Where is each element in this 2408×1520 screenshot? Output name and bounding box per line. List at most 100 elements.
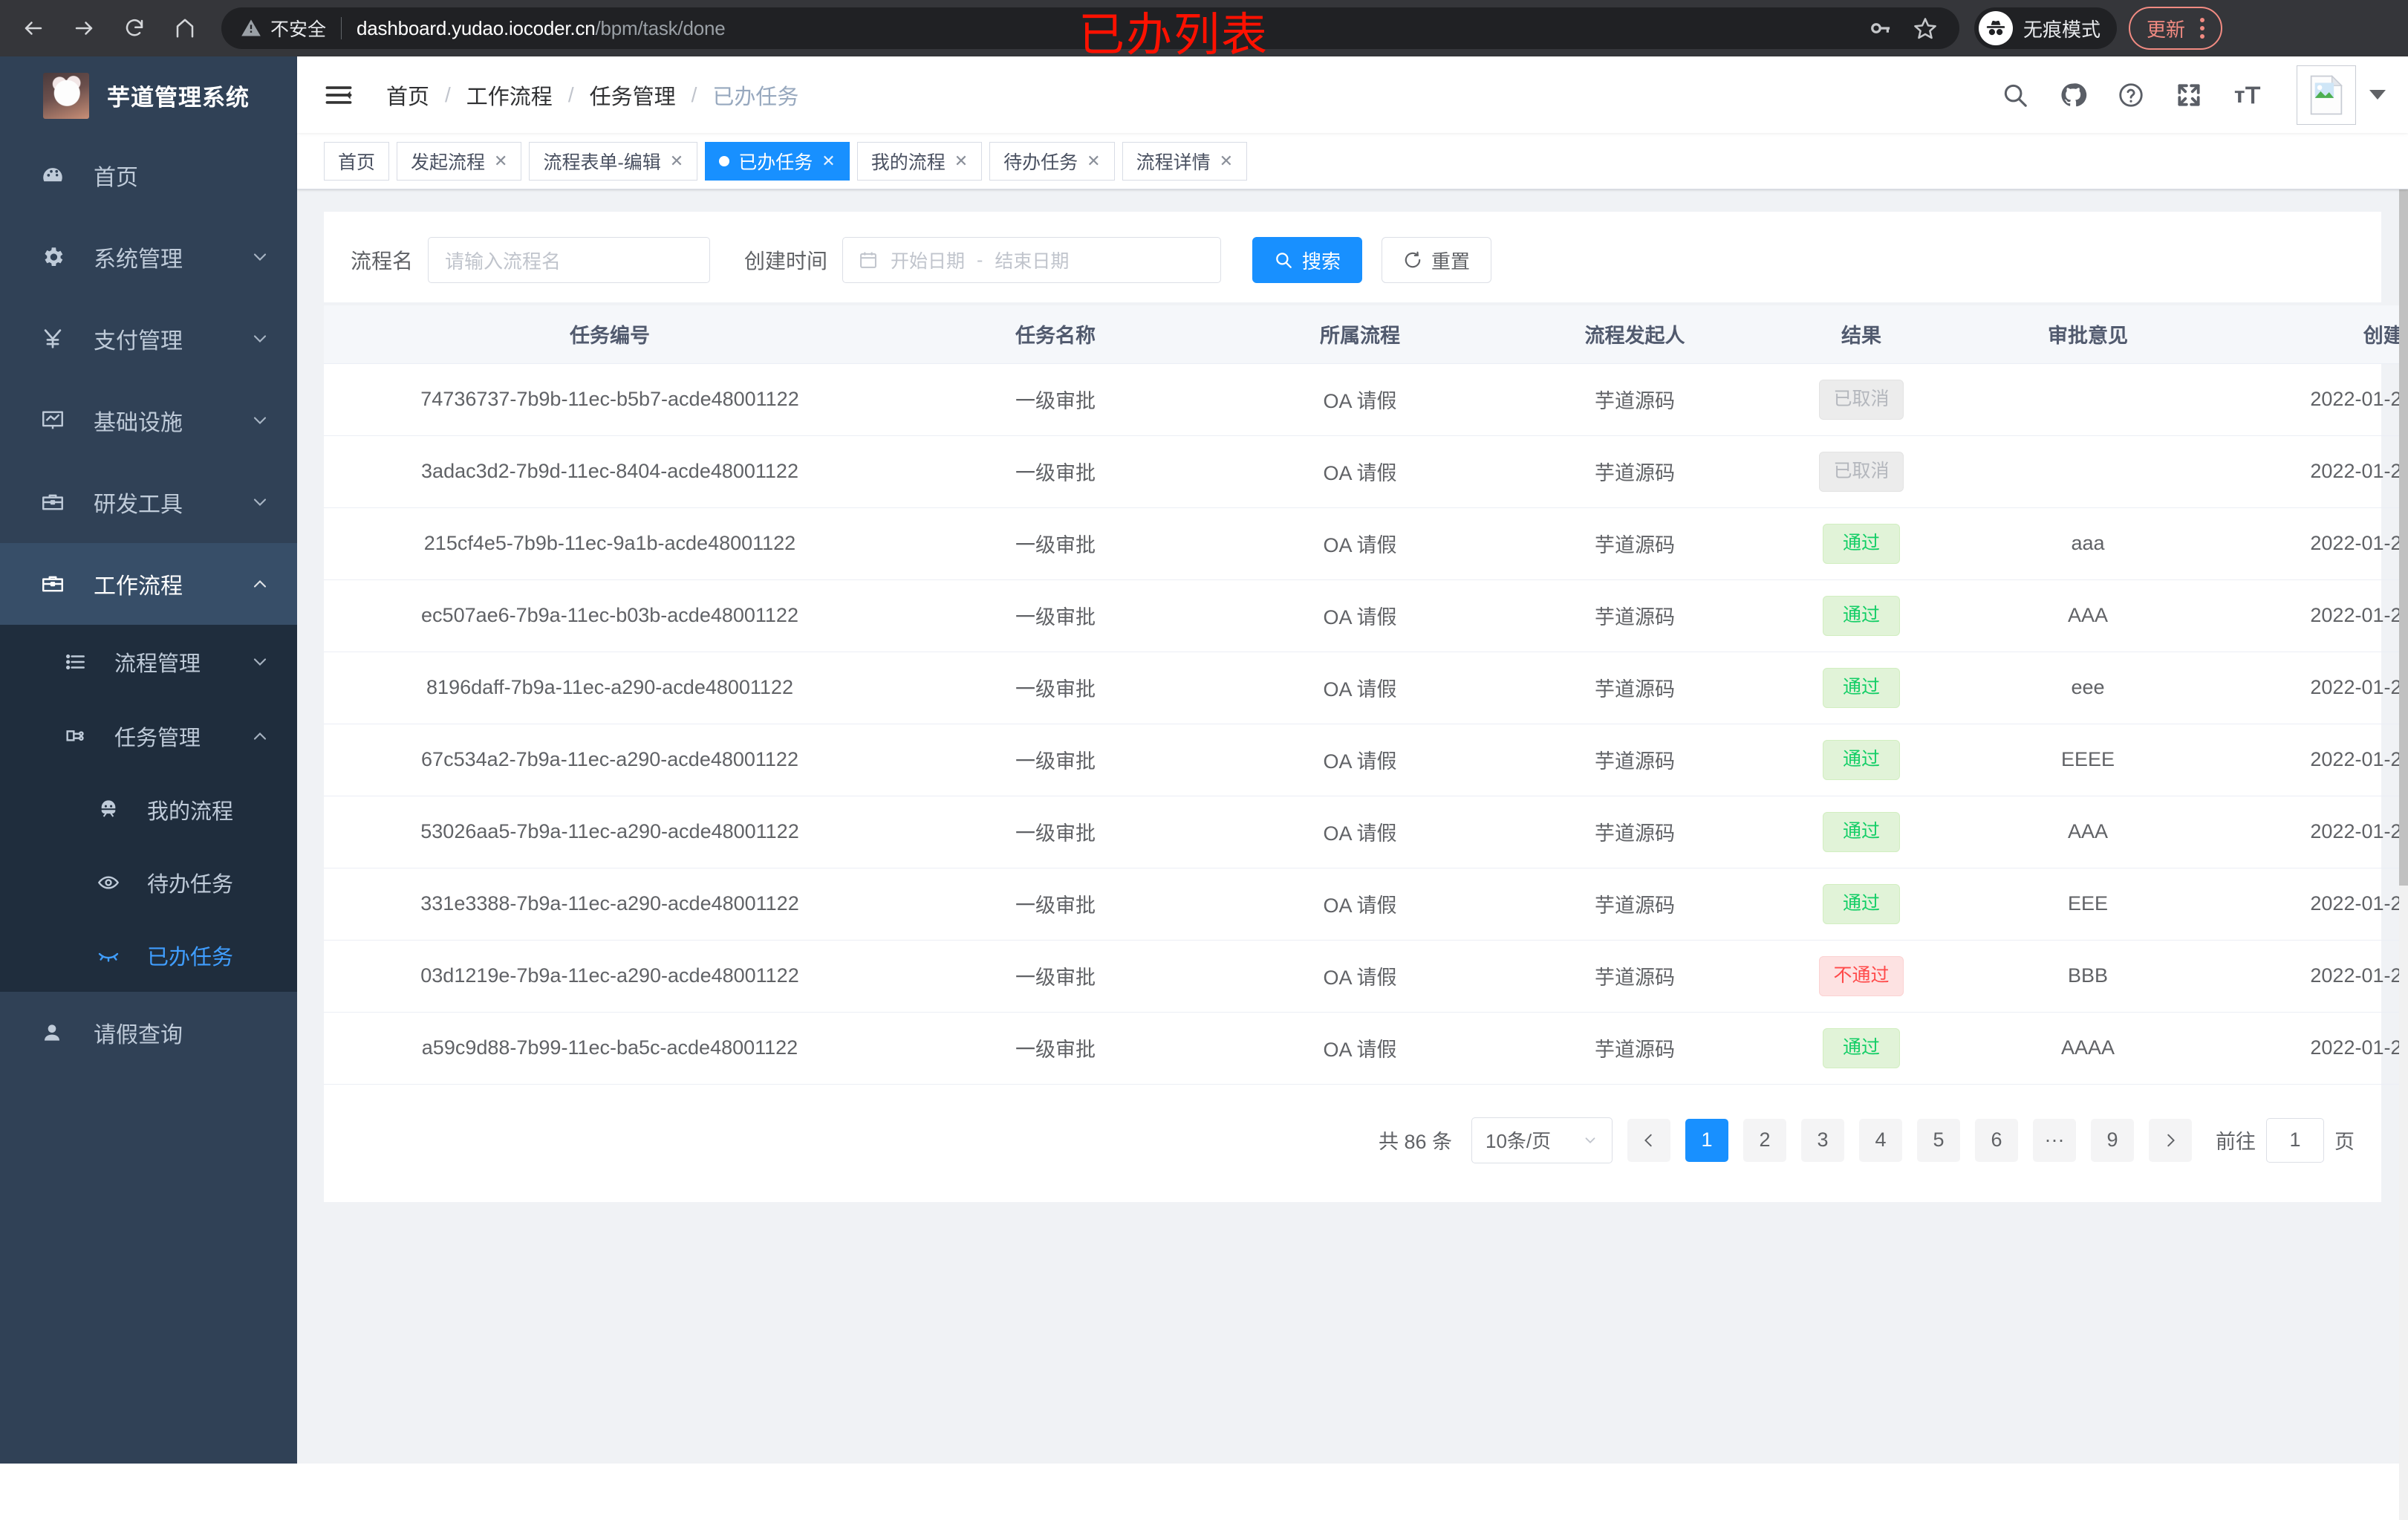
page-number-button[interactable]: 9 — [2091, 1118, 2134, 1162]
cell-opinion: eee — [1958, 652, 2218, 724]
page-number-button[interactable]: 2 — [1743, 1118, 1786, 1162]
sidebar-item-home[interactable]: 首页 — [0, 134, 297, 216]
breadcrumb-item-home[interactable]: 首页 — [386, 85, 430, 109]
scrollbar-thumb[interactable] — [2399, 113, 2408, 886]
reload-icon[interactable] — [111, 5, 157, 51]
page-jumper: 前往 1 页 — [2216, 1117, 2355, 1163]
close-icon[interactable]: ✕ — [821, 151, 836, 170]
incognito-indicator[interactable]: 无痕模式 — [1974, 7, 2118, 49]
date-separator: - — [977, 249, 983, 270]
page-scrollbar[interactable] — [2399, 113, 2408, 1520]
next-page-button[interactable] — [2149, 1118, 2192, 1162]
sidebar-item-todo-task[interactable]: 待办任务 — [0, 846, 297, 919]
create-time-range-picker[interactable]: 开始日期 - 结束日期 — [842, 237, 1222, 283]
col-header-task-id[interactable]: 任务编号 — [324, 305, 896, 364]
sidebar-item-process-manage[interactable]: 流程管理 — [0, 625, 297, 699]
page-size-select[interactable]: 10条/页 — [1471, 1117, 1613, 1163]
search-icon[interactable] — [2001, 81, 2029, 109]
sidebar-item-leave-query[interactable]: 请假查询 — [0, 992, 297, 1074]
font-size-icon[interactable] — [2233, 81, 2262, 109]
close-icon[interactable]: ✕ — [954, 151, 969, 170]
tab-process-form-edit[interactable]: 流程表单-编辑 ✕ — [529, 141, 698, 181]
close-icon[interactable]: ✕ — [669, 151, 684, 170]
filter-row: 流程名 请输入流程名 创建时间 开始日期 - 结束日期 — [351, 237, 2355, 283]
col-header-opinion[interactable]: 审批意见 — [1958, 305, 2218, 364]
cell-task-name: 一级审批 — [896, 507, 1215, 580]
page-number-button[interactable]: 4 — [1859, 1118, 1902, 1162]
tab-home[interactable]: 首页 — [324, 141, 390, 181]
key-icon[interactable] — [1869, 17, 1891, 39]
update-label: 更新 — [2147, 18, 2186, 41]
cell-result: 通过 — [1765, 724, 1958, 796]
star-icon[interactable] — [1913, 16, 1937, 40]
page-number-button[interactable]: 6 — [1975, 1118, 2018, 1162]
tab-start-process[interactable]: 发起流程 ✕ — [397, 141, 522, 181]
browser-chrome: 不安全 dashboard.yudao.iocoder.cn/bpm/task/… — [0, 0, 2408, 56]
sidebar-item-my-process[interactable]: 我的流程 — [0, 773, 297, 846]
chevron-down-icon — [2369, 90, 2386, 100]
home-icon[interactable] — [162, 5, 208, 51]
page-ellipsis[interactable]: ··· — [2033, 1118, 2076, 1162]
breadcrumb-item-task-manage[interactable]: 任务管理 — [589, 85, 676, 109]
briefcase-icon — [40, 571, 74, 597]
fullscreen-icon[interactable] — [2175, 81, 2203, 109]
tab-process-detail[interactable]: 流程详情 ✕ — [1122, 141, 1248, 181]
address-bar[interactable]: 不安全 dashboard.yudao.iocoder.cn/bpm/task/… — [221, 7, 1959, 49]
cell-initiator: 芋道源码 — [1505, 579, 1765, 652]
sidebar-item-label: 支付管理 — [94, 329, 183, 354]
status-badge: 不通过 — [1819, 955, 1904, 996]
hamburger-icon[interactable] — [324, 82, 354, 108]
github-icon[interactable] — [2059, 81, 2087, 109]
col-header-create-time[interactable]: 创建时间 — [2218, 305, 2408, 364]
sidebar-item-done-task[interactable]: 已办任务 — [0, 919, 297, 992]
page-number-button[interactable]: 3 — [1801, 1118, 1844, 1162]
cell-task-name: 一级审批 — [896, 435, 1215, 508]
col-header-initiator[interactable]: 流程发起人 — [1505, 305, 1765, 364]
sidebar-item-system[interactable]: 系统管理 — [0, 216, 297, 298]
status-badge: 通过 — [1823, 667, 1900, 708]
process-name-input[interactable]: 请输入流程名 — [428, 237, 711, 283]
sidebar-item-payment[interactable]: 支付管理 — [0, 298, 297, 380]
help-circle-icon[interactable] — [2117, 81, 2145, 109]
sidebar-item-devtools[interactable]: 研发工具 — [0, 461, 297, 543]
browser-nav-buttons — [0, 5, 208, 51]
avatar — [2297, 65, 2356, 125]
sidebar-item-infrastructure[interactable]: 基础设施 — [0, 380, 297, 461]
close-icon[interactable]: ✕ — [1087, 151, 1101, 170]
brand[interactable]: 芋道管理系统 — [0, 56, 297, 134]
sidebar-item-label: 基础设施 — [94, 411, 183, 435]
table-row: 03d1219e-7b9a-11ec-a290-acde48001122 一级审批… — [324, 940, 2408, 1013]
forward-icon[interactable] — [61, 5, 107, 51]
cell-task-name: 一级审批 — [896, 579, 1215, 652]
cell-initiator: 芋道源码 — [1505, 868, 1765, 941]
tab-done-task[interactable]: 已办任务 ✕ — [705, 141, 850, 181]
sidebar-item-workflow[interactable]: 工作流程 — [0, 543, 297, 625]
update-button[interactable]: 更新 — [2129, 7, 2223, 50]
jump-unit-label: 页 — [2334, 1131, 2355, 1153]
sidebar-item-label: 流程管理 — [114, 652, 201, 676]
avatar-menu[interactable] — [2297, 65, 2386, 125]
prev-page-button[interactable] — [1627, 1118, 1670, 1162]
back-icon[interactable] — [10, 5, 56, 51]
col-header-result[interactable]: 结果 — [1765, 305, 1958, 364]
close-icon[interactable]: ✕ — [1219, 151, 1234, 170]
process-name-label: 流程名 — [351, 250, 414, 273]
breadcrumb-item-workflow[interactable]: 工作流程 — [466, 85, 553, 109]
tab-todo-task[interactable]: 待办任务 ✕ — [989, 141, 1115, 181]
tab-my-process[interactable]: 我的流程 ✕ — [856, 141, 983, 181]
jump-input[interactable]: 1 — [2266, 1117, 2324, 1163]
reset-button[interactable]: 重置 — [1382, 237, 1492, 283]
col-header-process[interactable]: 所属流程 — [1215, 305, 1505, 364]
kebab-menu-icon[interactable] — [2194, 18, 2210, 39]
breadcrumb-separator: / — [445, 82, 451, 106]
search-button[interactable]: 搜索 — [1252, 237, 1363, 283]
page-number-button[interactable]: 1 — [1685, 1118, 1728, 1162]
cell-process: OA 请假 — [1215, 579, 1505, 652]
refresh-icon — [1403, 250, 1422, 270]
breadcrumb-separator: / — [567, 82, 574, 106]
url-host: dashboard.yudao.iocoder.cn — [357, 16, 596, 39]
col-header-task-name[interactable]: 任务名称 — [896, 305, 1215, 364]
sidebar-item-task-manage[interactable]: 任务管理 — [0, 699, 297, 773]
page-number-button[interactable]: 5 — [1917, 1118, 1960, 1162]
close-icon[interactable]: ✕ — [494, 151, 508, 170]
